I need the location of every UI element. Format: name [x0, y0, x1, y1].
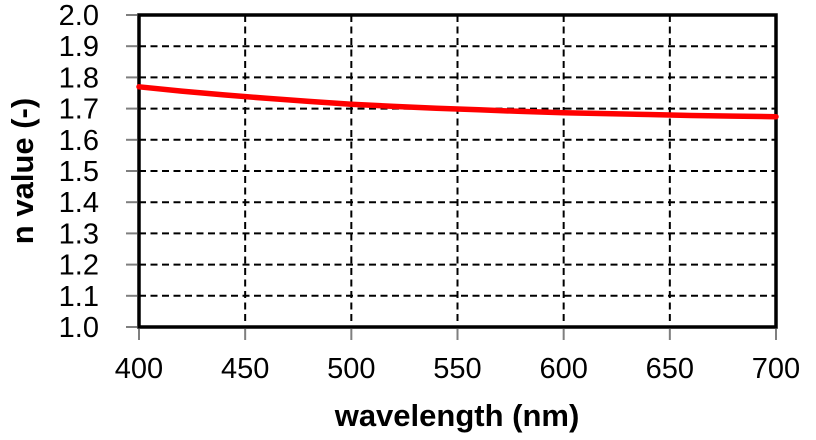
- x-tick-label: 550: [433, 353, 481, 385]
- x-tick-label: 600: [539, 353, 587, 385]
- y-tick-label: 1.0: [59, 312, 99, 344]
- plot-area-border: [137, 13, 778, 329]
- x-tick-label: 700: [752, 353, 800, 385]
- x-tick-label: 400: [115, 353, 163, 385]
- series-line-refractive-index-dispersion-curve: [136, 84, 779, 120]
- y-tick-label: 1.2: [59, 250, 99, 282]
- y-axis-title: n value (-): [5, 98, 40, 244]
- y-tick-label: 1.8: [59, 62, 99, 94]
- y-tick-label: 1.3: [59, 218, 99, 250]
- x-tick-label: 500: [327, 353, 375, 385]
- x-tick-label: 650: [646, 353, 694, 385]
- y-tick-label: 1.1: [59, 281, 99, 313]
- gridlines-group: [139, 15, 776, 327]
- x-axis-title: wavelength (nm): [334, 398, 580, 433]
- y-tick-label: 1.6: [59, 125, 99, 157]
- y-tick-label: 1.9: [59, 31, 99, 63]
- x-tick-label: 450: [221, 353, 269, 385]
- y-tick-label: 1.4: [59, 187, 99, 219]
- tick-labels-group: 1.01.11.21.31.41.51.61.71.81.92.0 400 450 5…: [59, 0, 801, 385]
- tick-marks-group: [126, 14, 777, 340]
- y-tick-label: 1.7: [59, 94, 99, 126]
- data-series-group: [136, 84, 779, 120]
- y-tick-label: 2.0: [59, 0, 99, 32]
- y-tick-label: 1.5: [59, 156, 99, 188]
